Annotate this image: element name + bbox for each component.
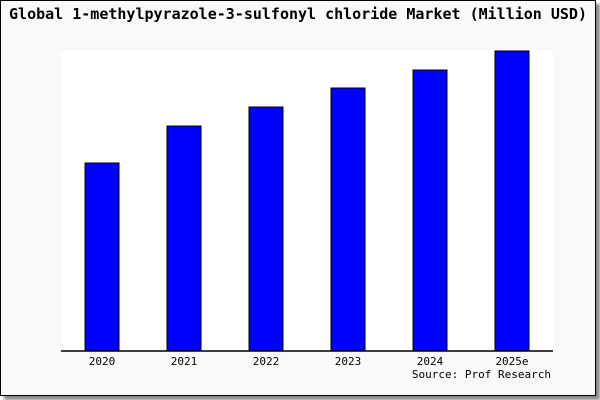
bar-2022 xyxy=(248,106,284,352)
x-tick-label: 2024 xyxy=(417,355,444,368)
x-tick-label: 2022 xyxy=(253,355,280,368)
chart-title: Global 1-methylpyrazole-3-sulfonyl chlor… xyxy=(9,5,587,23)
bar-2025e xyxy=(494,50,530,352)
x-tick-label: 2025e xyxy=(495,355,528,368)
bar-chart: 2020 2021 2022 2023 2024 2025e xyxy=(61,50,553,368)
plot-area xyxy=(61,51,553,351)
bar-2020 xyxy=(84,162,120,352)
x-tick-label: 2021 xyxy=(171,355,198,368)
x-tick-label: 2020 xyxy=(89,355,116,368)
bar-2021 xyxy=(166,125,202,352)
x-tick-label: 2023 xyxy=(335,355,362,368)
bar-2023 xyxy=(330,87,366,352)
bar-2024 xyxy=(412,69,448,352)
source-note: Source: Prof Research xyxy=(411,368,551,381)
